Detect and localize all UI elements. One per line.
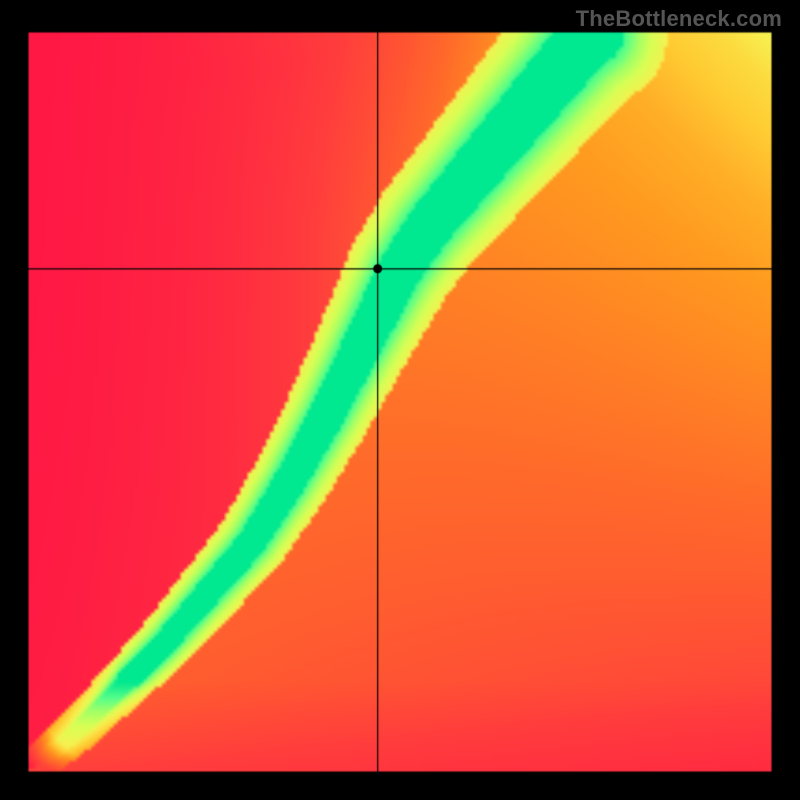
heatmap-canvas [0,0,800,800]
watermark-text: TheBottleneck.com [576,6,782,32]
figure-container: TheBottleneck.com [0,0,800,800]
